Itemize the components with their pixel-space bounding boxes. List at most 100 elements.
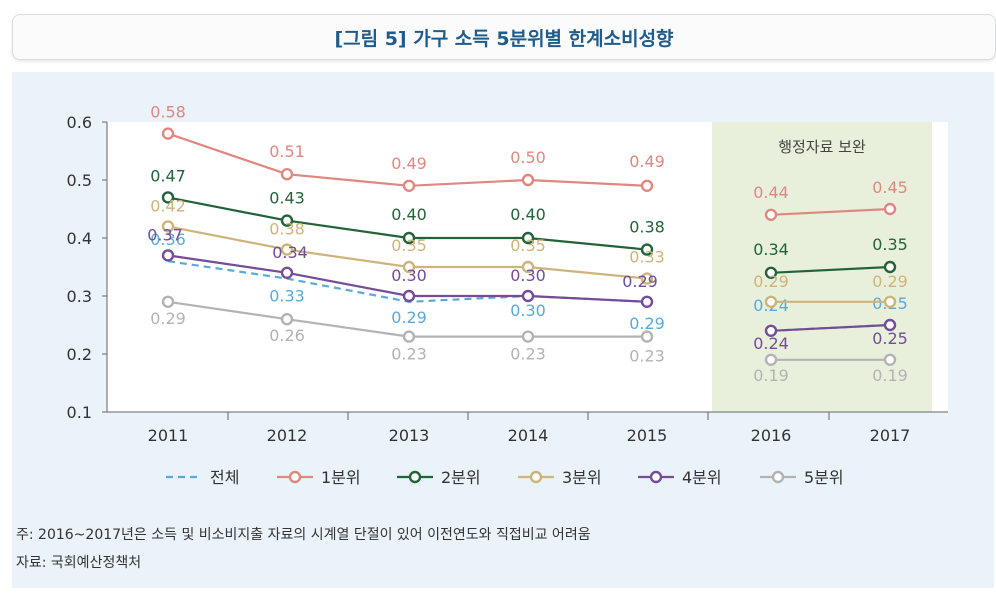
data-point [521, 289, 535, 303]
data-point [883, 353, 897, 366]
data-label: 0.44 [753, 183, 789, 202]
data-label: 0.23 [391, 345, 427, 364]
data-label: 0.33 [629, 248, 665, 267]
data-point [640, 272, 654, 285]
data-label: 0.29 [622, 272, 658, 291]
legend-label: 2분위 [441, 468, 481, 487]
data-point [883, 295, 897, 308]
data-label: 0.30 [391, 266, 427, 285]
y-tick-label: 0.2 [67, 345, 92, 364]
data-point [883, 202, 897, 216]
data-label: 0.37 [147, 225, 183, 244]
figure-title-box: [그림 5] 가구 소득 5분위별 한계소비성향 [12, 14, 996, 60]
data-point [280, 214, 294, 227]
data-label: 0.29 [150, 309, 186, 328]
data-point [521, 173, 535, 187]
data-point [280, 243, 294, 256]
x-tick-label: 2017 [870, 426, 911, 445]
x-tick-label: 2013 [389, 426, 430, 445]
data-point [640, 295, 654, 308]
data-label: 0.40 [391, 205, 427, 224]
legend-marker [529, 470, 543, 484]
data-label: 0.30 [510, 266, 546, 285]
data-point [280, 266, 294, 279]
series-line-2-segment-2 [770, 207, 891, 216]
data-point [764, 324, 778, 337]
data-label: 0.26 [269, 326, 305, 345]
data-point [402, 289, 416, 303]
legend-label: 3분위 [562, 468, 602, 487]
footnote: 주: 2016~2017년은 소득 및 비소비지출 자료의 시계열 단절이 있어… [16, 527, 591, 543]
data-point [521, 231, 535, 245]
y-tick-label: 0.5 [67, 171, 92, 190]
legend-marker [771, 470, 785, 484]
shaded-region-label: 행정자료 보완 [778, 138, 866, 156]
series-line-3-segment-2 [770, 265, 891, 274]
y-tick-label: 0.1 [67, 403, 92, 422]
data-label: 0.29 [872, 272, 908, 291]
data-point [521, 330, 535, 343]
x-tick-label: 2014 [508, 426, 549, 445]
data-label: 0.35 [391, 236, 427, 255]
data-point [521, 260, 535, 274]
x-tick-label: 2011 [148, 426, 189, 445]
data-label: 0.34 [272, 243, 308, 262]
data-label: 0.23 [510, 345, 546, 364]
data-point [161, 127, 175, 140]
data-label: 0.25 [872, 329, 908, 348]
data-point [161, 220, 175, 233]
data-point [161, 249, 175, 262]
data-point [764, 295, 778, 308]
data-point [402, 260, 416, 274]
data-point [161, 295, 175, 308]
x-tick-label: 2012 [267, 426, 308, 445]
data-point [640, 243, 654, 256]
data-label: 0.33 [269, 287, 305, 306]
data-point [764, 208, 778, 222]
legend-label: 5분위 [804, 468, 844, 487]
data-point [402, 231, 416, 245]
y-tick-label: 0.6 [67, 113, 92, 132]
data-point [280, 313, 294, 326]
data-label: 0.51 [269, 142, 305, 161]
legend-marker [288, 470, 302, 484]
y-tick-label: 0.4 [67, 229, 92, 248]
data-point [764, 353, 778, 366]
legend-label: 1분위 [321, 468, 361, 487]
data-label: 0.38 [629, 218, 665, 237]
data-label: 0.29 [629, 314, 665, 333]
data-point [764, 266, 778, 279]
data-point [161, 191, 175, 204]
data-label: 0.42 [150, 196, 186, 215]
x-tick-label: 2015 [627, 426, 668, 445]
source-note: 자료: 국회예산정책처 [16, 555, 142, 571]
data-label: 0.50 [510, 148, 546, 167]
data-label: 0.35 [510, 236, 546, 255]
data-label: 0.43 [269, 189, 305, 208]
data-point [280, 167, 294, 181]
data-label: 0.40 [510, 205, 546, 224]
data-label: 0.24 [753, 334, 789, 353]
data-point [402, 330, 416, 343]
data-label: 0.30 [510, 301, 546, 320]
data-label: 0.47 [150, 166, 186, 185]
data-label: 0.19 [872, 366, 908, 385]
legend-label: 4분위 [682, 468, 722, 487]
y-tick-label: 0.3 [67, 287, 92, 306]
data-point [883, 318, 897, 332]
data-point [883, 260, 897, 274]
data-label: 0.45 [872, 178, 908, 197]
data-label: 0.35 [872, 235, 908, 254]
figure-title: [그림 5] 가구 소득 5분위별 한계소비성향 [334, 27, 674, 50]
data-point [402, 179, 416, 193]
data-label: 0.49 [391, 154, 427, 173]
data-label: 0.36 [150, 230, 186, 249]
data-label: 0.29 [753, 272, 789, 291]
data-label: 0.49 [629, 152, 665, 171]
legend-marker [408, 470, 422, 484]
data-label: 0.19 [753, 366, 789, 385]
legend-marker [649, 470, 663, 484]
data-label: 0.34 [753, 240, 789, 259]
data-point [640, 179, 654, 193]
